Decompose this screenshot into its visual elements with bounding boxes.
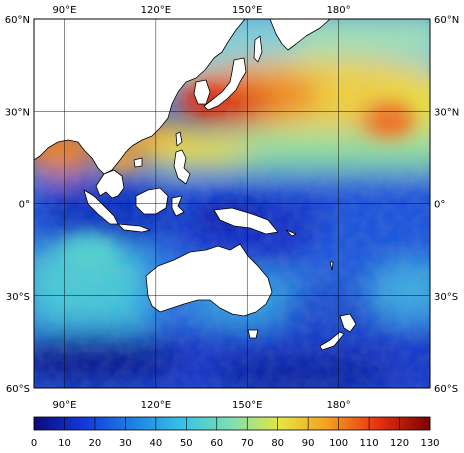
colorbar-tick-label: 110 [360, 438, 379, 449]
latitude-label-left: 30°N [5, 107, 30, 118]
latitude-label-right: 30°S [434, 292, 458, 303]
colorbar-ticks: 0 10 20 30 40 50 60 70 80 90 100 110 120 130 [31, 417, 440, 449]
latitude-label-right: 30°N [434, 107, 459, 118]
philippines [173, 149, 191, 185]
latitude-label-right: 60°S [434, 384, 458, 395]
graticule [34, 19, 430, 388]
colorbar-tick-label: 20 [89, 438, 102, 449]
latitude-labels-left: 60°N 30°N 0° 30°S 60°S [5, 15, 30, 395]
hainan [133, 157, 143, 168]
colorbar-tick-label: 100 [329, 438, 348, 449]
korea [193, 79, 211, 105]
map-frame [33, 18, 431, 389]
colorbar-tick-label: 10 [58, 438, 71, 449]
colorbar-tick-label: 80 [271, 438, 284, 449]
colorbar-tick-label: 90 [302, 438, 315, 449]
longitude-label-bottom: 120°E [141, 400, 171, 411]
colorbar-tick-label: 120 [390, 438, 409, 449]
latitude-label-right: 60°N [434, 15, 459, 26]
longitude-labels-top: 90°E 120°E 150°E 180° [52, 5, 350, 16]
latitude-label-left: 60°S [6, 384, 30, 395]
taiwan [175, 131, 183, 147]
latitude-label-left: 0° [19, 200, 30, 211]
solomon-islands [285, 229, 297, 237]
sea-surface-field [34, 19, 430, 388]
longitude-label-top: 180° [327, 5, 351, 16]
latitude-labels-right: 60°N 30°N 0° 30°S 60°S [434, 15, 459, 395]
sulawesi [171, 195, 185, 217]
colorbar: 0 10 20 30 40 50 60 70 80 90 100 110 120 130 [31, 416, 440, 449]
colorbar-tick-label: 50 [180, 438, 193, 449]
longitude-labels-bottom: 90°E 120°E 150°E 180° [52, 400, 350, 411]
latitude-label-right: 0° [434, 200, 445, 211]
sakhalin [253, 35, 263, 63]
longitude-label-bottom: 90°E [52, 400, 76, 411]
japan [203, 57, 247, 111]
kamchatka [269, 19, 331, 51]
colorbar-tick-label: 0 [31, 438, 37, 449]
longitude-label-top: 120°E [141, 5, 171, 16]
indochina [95, 169, 125, 199]
colorbar-tick-label: 30 [119, 438, 132, 449]
new-guinea [213, 207, 279, 235]
vanuatu-fiji [329, 261, 334, 271]
java [117, 223, 151, 233]
colorbar-tick-label: 70 [241, 438, 254, 449]
new-zealand-south [319, 331, 345, 351]
colorbar-tick-label: 40 [149, 438, 162, 449]
longitude-label-bottom: 180° [327, 400, 351, 411]
land-masses [34, 19, 357, 351]
asia-mainland [34, 19, 246, 175]
longitude-label-top: 90°E [52, 5, 76, 16]
latitude-label-left: 30°S [6, 292, 30, 303]
longitude-label-top: 150°E [232, 5, 262, 16]
tasmania [247, 329, 259, 339]
latitude-label-left: 60°N [5, 15, 30, 26]
borneo [135, 187, 169, 215]
australia [145, 243, 273, 317]
longitude-label-bottom: 150°E [232, 400, 262, 411]
colorbar-tick-label: 130 [420, 438, 439, 449]
colorbar-bar [33, 416, 431, 431]
new-zealand-north [339, 313, 357, 333]
colorbar-tick-label: 60 [210, 438, 223, 449]
